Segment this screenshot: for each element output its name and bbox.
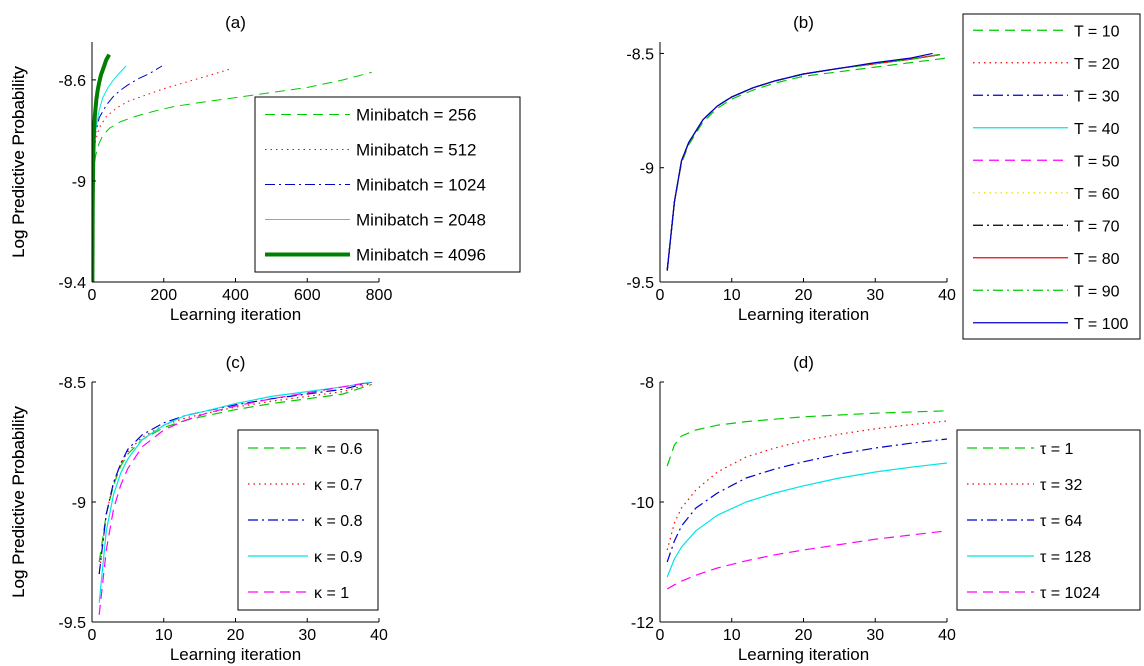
y-tick-label: -8.6 <box>58 73 86 90</box>
plot-area <box>660 42 947 282</box>
series-line-1 <box>666 410 947 467</box>
legend-label-7: T = 70 <box>1074 218 1120 235</box>
x-axis-label: Learning iteration <box>738 305 869 324</box>
legend-label-1: Minibatch = 256 <box>356 106 477 125</box>
legend-label-4: T = 40 <box>1074 121 1120 138</box>
series-line-5 <box>92 53 111 282</box>
legend: κ = 0.6 κ = 0.7 κ = 0.8 κ = 0.9 κ = 1 <box>237 429 379 611</box>
series-line-4 <box>98 382 372 603</box>
series-line-4 <box>666 462 947 578</box>
y-tick-label: -12 <box>631 615 654 632</box>
legend-label-5: τ = 1024 <box>1040 585 1100 602</box>
legend: τ = 1 τ = 32 τ = 64 τ = 128 τ = 1024 <box>956 429 1141 611</box>
panel-title: (b) <box>793 13 814 32</box>
x-tick-label: 20 <box>227 627 245 644</box>
x-tick-label: 10 <box>723 287 741 304</box>
x-axis-label: Learning iteration <box>170 305 301 324</box>
chart-panel-d: 0 10 20 30 40 -12 -10 -8 (d) Learning iteration Lo… <box>9 353 1141 664</box>
x-tick-label: 40 <box>938 287 956 304</box>
series-group <box>92 53 372 282</box>
legend-label-1: τ = 1 <box>1040 441 1074 458</box>
series-line-3 <box>98 382 372 575</box>
y-tick-label: -9 <box>72 174 86 191</box>
x-tick-label: 10 <box>155 627 173 644</box>
legend-label-2: T = 20 <box>1074 56 1120 73</box>
x-tick-label: 10 <box>723 627 741 644</box>
y-tick-label: -9.5 <box>626 275 654 292</box>
y-tick-label: -10 <box>631 495 654 512</box>
y-tick-label: -9.5 <box>58 615 86 632</box>
legend-label-3: τ = 64 <box>1040 513 1082 530</box>
panel-title: (a) <box>225 13 246 32</box>
panel-title: (d) <box>793 353 814 372</box>
y-tick-label: -8 <box>640 375 654 392</box>
legend-box <box>962 13 1141 340</box>
series-line-5 <box>98 382 372 615</box>
x-axis-label: Learning iteration <box>738 645 869 664</box>
legend-box <box>237 429 379 611</box>
legend-label-4: κ = 0.9 <box>314 549 363 566</box>
series-line-10 <box>666 52 933 271</box>
x-tick-label: 40 <box>938 627 956 644</box>
legend-label-3: κ = 0.8 <box>314 513 363 530</box>
legend-label-5: κ = 1 <box>314 585 349 602</box>
y-tick-label: -8.5 <box>58 375 86 392</box>
legend-label-9: T = 90 <box>1074 283 1120 300</box>
series-group <box>98 382 372 615</box>
series-line-2 <box>666 420 947 551</box>
chart-panel-b: 0 10 20 30 40 -9.5 -9 -8.5 (b) Learning iteration… <box>9 13 1141 340</box>
legend-label-8: T = 80 <box>1074 251 1120 268</box>
legend: Minibatch = 256 Minibatch = 512 Minibatch … <box>254 96 521 273</box>
legend-label-2: Minibatch = 512 <box>356 141 477 160</box>
x-tick-label: 0 <box>88 627 97 644</box>
legend-label-2: τ = 32 <box>1040 477 1082 494</box>
x-tick-label: 600 <box>294 287 321 304</box>
y-axis-label: Log Predictive Probability <box>9 406 28 598</box>
panel-title: (c) <box>226 353 246 372</box>
x-tick-label: 800 <box>366 287 393 304</box>
y-tick-label: -8.5 <box>626 46 654 63</box>
series-group <box>666 52 947 271</box>
x-tick-label: 20 <box>795 627 813 644</box>
series-line-5 <box>666 530 947 590</box>
legend-label-2: κ = 0.7 <box>314 477 363 494</box>
legend-label-1: κ = 0.6 <box>314 441 363 458</box>
legend-label-3: T = 30 <box>1074 88 1120 105</box>
legend: T = 10 T = 20 T = 30 T = 40 T = 50 T = 60 T = … <box>962 13 1141 340</box>
chart-panel-c: 0 10 20 30 40 -9.5 -9 -8.5 (c) Learning iteration… <box>9 353 388 664</box>
x-tick-label: 0 <box>656 287 665 304</box>
x-tick-label: 30 <box>866 287 884 304</box>
legend-label-6: T = 60 <box>1074 186 1120 203</box>
y-tick-label: -9.4 <box>58 275 86 292</box>
x-tick-label: 200 <box>150 287 177 304</box>
legend-label-5: T = 50 <box>1074 153 1120 170</box>
y-tick-label: -9 <box>640 161 654 178</box>
x-axis-label: Learning iteration <box>170 645 301 664</box>
x-tick-label: 40 <box>370 627 388 644</box>
x-tick-label: 20 <box>795 287 813 304</box>
legend-label-10: T = 100 <box>1074 316 1129 333</box>
series-line-3 <box>666 438 947 563</box>
x-tick-label: 0 <box>656 627 665 644</box>
plot-area <box>660 382 947 622</box>
legend-label-4: Minibatch = 2048 <box>356 211 486 230</box>
x-tick-label: 30 <box>866 627 884 644</box>
legend-label-1: T = 10 <box>1074 23 1120 40</box>
y-axis-label: Log Predictive Probability <box>9 66 28 258</box>
chart-panel-a: 0 200 400 600 800 -9.4 -9 -8.6 (a) Learning itera… <box>9 13 521 324</box>
legend-label-4: τ = 128 <box>1040 549 1091 566</box>
legend-label-5: Minibatch = 4096 <box>356 246 486 265</box>
y-axis-label: Log Predictive Probability <box>9 66 28 258</box>
series-group <box>666 410 947 590</box>
y-axis-label: Log Predictive Probability <box>9 406 28 598</box>
series-line-1 <box>98 383 372 563</box>
x-tick-label: 30 <box>298 627 316 644</box>
legend-label-3: Minibatch = 1024 <box>356 176 486 195</box>
x-tick-label: 0 <box>88 287 97 304</box>
x-tick-label: 400 <box>222 287 249 304</box>
y-tick-label: -9 <box>72 495 86 512</box>
